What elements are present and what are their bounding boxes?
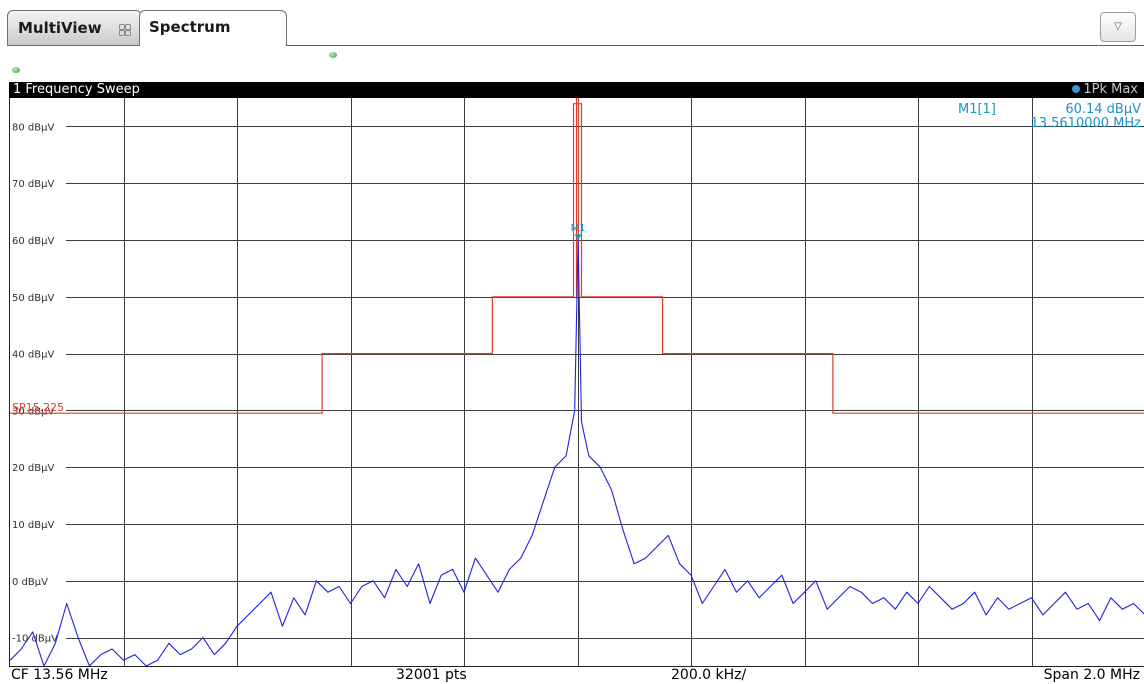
y-tick-label: 70 dBµV: [12, 179, 54, 190]
sweep-points-label[interactable]: 32001 pts: [396, 667, 467, 683]
marker-readout-name: M1[1]: [958, 102, 996, 117]
status-led-icon: [12, 67, 20, 73]
y-tick-label: 30 dBµV: [12, 406, 54, 417]
tab-multiview-label: MultiView: [18, 19, 102, 37]
y-tick-label: 20 dBµV: [12, 463, 54, 474]
grid: [66, 98, 1144, 666]
marker-m1-triangle-icon[interactable]: [574, 234, 582, 241]
tab-bar-divider: [286, 45, 1144, 46]
frequency-per-division-label: 200.0 kHz/: [671, 667, 747, 683]
limit-line: [10, 103, 1144, 414]
trace-badge[interactable]: 1Pk Max: [1072, 82, 1138, 98]
window-title: 1 Frequency Sweep: [13, 82, 140, 97]
window-title-bar: 1 Frequency Sweep 1Pk Max: [9, 82, 1144, 98]
dropdown-button[interactable]: ▽: [1100, 12, 1136, 42]
y-tick-label: 10 dBµV: [12, 520, 54, 531]
y-tick-label: 40 dBµV: [12, 350, 54, 361]
y-tick-label: 50 dBµV: [12, 293, 54, 304]
status-led-icon: [329, 52, 337, 58]
spectrum-trace: [10, 238, 1144, 666]
y-tick-label: 80 dBµV: [12, 122, 54, 133]
marker-m1-label: M1: [571, 223, 586, 234]
marker-group[interactable]: M1: [571, 223, 586, 241]
trace-dot-icon: [1072, 85, 1081, 93]
status-footer: CF 13.56 MHz 32001 pts 200.0 kHz/ Span 2…: [9, 666, 1144, 684]
marker-readout-frequency: 13.5610000 MHz: [1030, 116, 1141, 131]
tab-multiview[interactable]: MultiView: [7, 10, 142, 46]
span-label[interactable]: Span 2.0 MHz: [1043, 667, 1140, 683]
tab-spectrum[interactable]: Spectrum: [139, 10, 287, 46]
spectrum-plot[interactable]: 80 dBµV 70 dBµV 60 dBµV 50 dBµV 40 dBµV 30 dB…: [10, 98, 1144, 666]
triangle-down-icon: ▽: [1114, 21, 1122, 32]
marker-readout-level: 60.14 dBµV: [1065, 102, 1141, 117]
spectrum-plot-area[interactable]: 80 dBµV 70 dBµV 60 dBµV 50 dBµV 40 dBµV 30 dB…: [9, 98, 1144, 666]
y-tick-label: 60 dBµV: [12, 236, 54, 247]
limit-line-name: SP15.225: [12, 401, 64, 414]
trace-group: [10, 238, 1144, 666]
center-frequency-label[interactable]: CF 13.56 MHz: [11, 667, 108, 683]
limit-line-group: SP15.225: [10, 98, 1144, 414]
tab-bar: MultiView Spectrum ▽: [0, 0, 1144, 46]
y-tick-label: 0 dBµV: [12, 577, 48, 588]
multiview-grid-icon: [119, 24, 131, 36]
tab-spectrum-label: Spectrum: [149, 18, 231, 36]
trace-badge-label: 1Pk Max: [1083, 82, 1138, 97]
y-axis-ticks: 80 dBµV 70 dBµV 60 dBµV 50 dBµV 40 dBµV 30 dB…: [12, 122, 58, 644]
